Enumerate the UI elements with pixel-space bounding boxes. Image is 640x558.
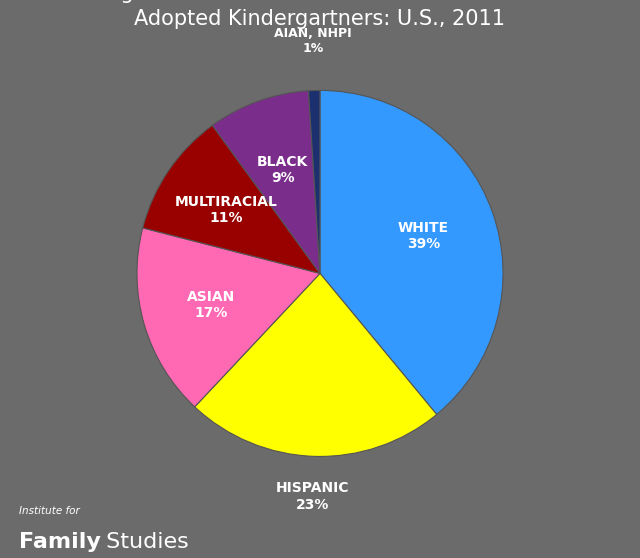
Wedge shape — [143, 126, 320, 273]
Wedge shape — [320, 90, 503, 415]
Text: Studies: Studies — [99, 532, 189, 552]
Title: Figure 1: Racial and Ethnic Distribution of
Adopted Kindergartners: U.S., 2011: Figure 1: Racial and Ethnic Distribution… — [104, 0, 536, 29]
Text: BLACK
9%: BLACK 9% — [257, 155, 308, 185]
Text: Family: Family — [19, 532, 101, 552]
Text: Institute for: Institute for — [19, 506, 80, 516]
Wedge shape — [212, 91, 320, 273]
Text: WHITE
39%: WHITE 39% — [397, 221, 449, 251]
Text: HISPANIC
23%: HISPANIC 23% — [276, 482, 349, 512]
Wedge shape — [308, 90, 320, 273]
Wedge shape — [137, 228, 320, 407]
Text: MULTIRACIAL
11%: MULTIRACIAL 11% — [175, 195, 278, 225]
Text: ASIAN
17%: ASIAN 17% — [187, 290, 235, 320]
Text: AIAN, NHPI
1%: AIAN, NHPI 1% — [274, 27, 352, 55]
Wedge shape — [195, 273, 436, 456]
